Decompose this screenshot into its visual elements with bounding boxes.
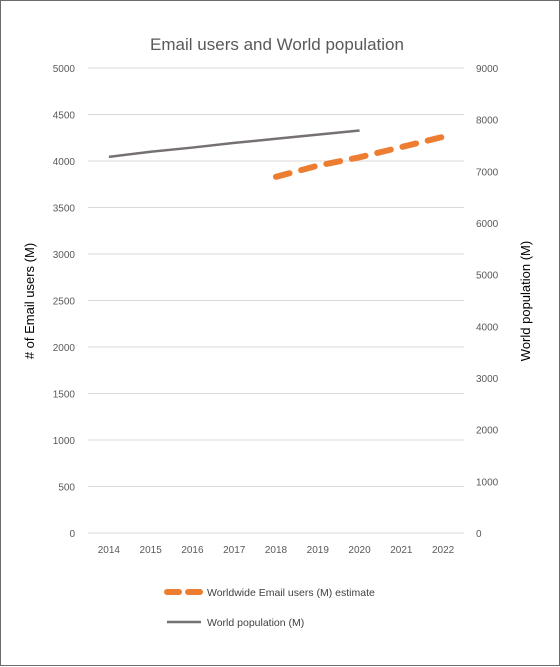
x-tick-label: 2016 <box>181 545 204 556</box>
left-tick-label: 1500 <box>53 390 76 401</box>
x-tick-label: 2021 <box>390 545 413 556</box>
left-tick-label: 4000 <box>53 157 76 168</box>
left-tick-label: 0 <box>69 529 75 540</box>
x-tick-label: 2022 <box>432 545 455 556</box>
x-tick-label: 2019 <box>307 545 330 556</box>
x-tick-label: 2015 <box>140 545 163 556</box>
right-tick-label: 0 <box>476 529 482 540</box>
legend-label-email: Worldwide Email users (M) estimate <box>207 587 375 599</box>
left-tick-label: 4500 <box>53 111 76 122</box>
left-tick-label: 3000 <box>53 250 76 261</box>
right-tick-label: 7000 <box>476 167 499 178</box>
left-tick-label: 500 <box>58 483 75 494</box>
legend: Worldwide Email users (M) estimate World… <box>164 587 375 629</box>
series-line-email-users <box>273 133 447 180</box>
right-tick-label: 2000 <box>476 426 499 437</box>
right-tick-label: 3000 <box>476 374 499 385</box>
left-axis-title: # of Email users (M) <box>22 243 37 359</box>
gridlines <box>88 67 464 534</box>
series-layer <box>108 129 447 180</box>
left-tick-label: 2000 <box>53 343 76 354</box>
chart-title: Email users and World population <box>150 35 404 54</box>
right-axis-ticks: 0 1000 2000 3000 4000 5000 6000 7000 8000 9000 <box>476 64 499 540</box>
right-tick-label: 1000 <box>476 477 499 488</box>
right-tick-label: 9000 <box>476 64 499 75</box>
x-tick-label: 2014 <box>98 545 121 556</box>
left-tick-label: 3500 <box>53 204 76 215</box>
legend-label-population: World population (M) <box>207 617 304 629</box>
left-tick-label: 5000 <box>53 64 76 75</box>
x-tick-label: 2017 <box>223 545 246 556</box>
series-line-world-population <box>108 129 360 159</box>
x-axis-ticks: 2014 2015 2016 2017 2018 2019 2020 2021 2022 <box>98 545 455 556</box>
right-tick-label: 6000 <box>476 219 499 230</box>
right-tick-label: 4000 <box>476 322 499 333</box>
x-tick-label: 2020 <box>348 545 371 556</box>
left-axis-ticks: 0 500 1000 1500 2000 2500 3000 3500 4000 4500 5000 <box>53 64 76 540</box>
x-tick-label: 2018 <box>265 545 288 556</box>
right-tick-label: 8000 <box>476 116 499 127</box>
left-tick-label: 1000 <box>53 436 76 447</box>
left-tick-label: 2500 <box>53 297 76 308</box>
right-tick-label: 5000 <box>476 271 499 282</box>
right-axis-title: World population (M) <box>518 241 533 361</box>
